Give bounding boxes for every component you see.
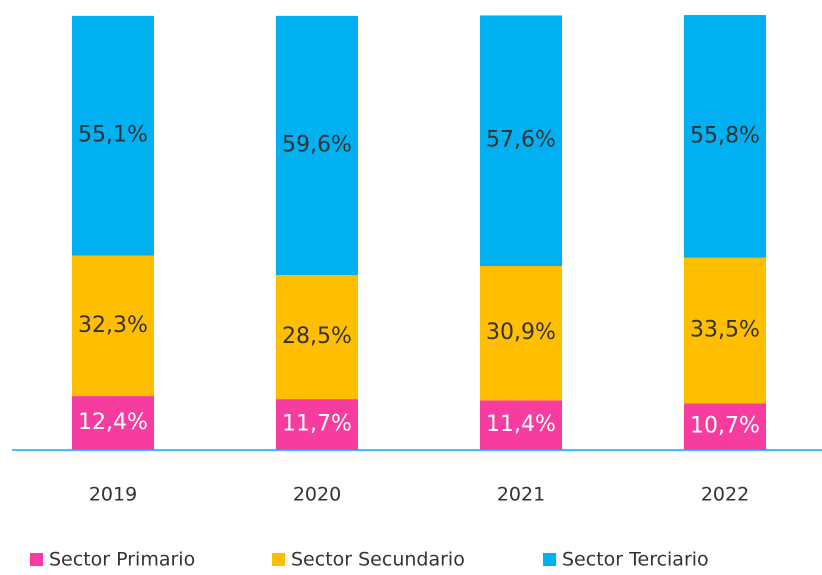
legend-label: Sector Secundario: [291, 549, 465, 571]
legend-swatch: [30, 553, 43, 566]
bar-segment: [684, 257, 766, 404]
bar-segment: [72, 255, 154, 397]
bar-segment: [72, 15, 154, 256]
bar-segment: [684, 403, 766, 450]
bar-segment: [276, 399, 358, 450]
bar-segment: [276, 15, 358, 276]
legend-swatch: [272, 553, 285, 566]
legend-label: Sector Primario: [49, 549, 195, 571]
bar-segment: [276, 275, 358, 400]
bar-segment: [480, 15, 562, 266]
bar-segment: [480, 400, 562, 450]
value-label: 30,9%: [486, 320, 556, 345]
value-label: 12,4%: [78, 410, 148, 435]
legend-swatch: [543, 553, 556, 566]
x-tick-label: 2019: [89, 484, 137, 506]
value-label: 59,6%: [282, 133, 352, 158]
bar-segment: [480, 265, 562, 401]
value-label: 55,8%: [690, 123, 760, 148]
value-label: 28,5%: [282, 324, 352, 349]
value-label: 55,1%: [78, 123, 148, 148]
bar-segment: [684, 15, 766, 258]
value-label: 57,6%: [486, 128, 556, 153]
x-tick-label: 2022: [701, 484, 749, 506]
value-label: 10,7%: [690, 414, 760, 439]
value-label: 32,3%: [78, 313, 148, 338]
legend-label: Sector Terciario: [562, 549, 709, 571]
value-label: 33,5%: [690, 318, 760, 343]
value-label: 11,7%: [282, 412, 352, 437]
x-tick-label: 2020: [293, 484, 341, 506]
bar-segment: [72, 396, 154, 450]
x-tick-label: 2021: [497, 484, 545, 506]
value-label: 11,4%: [486, 412, 556, 437]
